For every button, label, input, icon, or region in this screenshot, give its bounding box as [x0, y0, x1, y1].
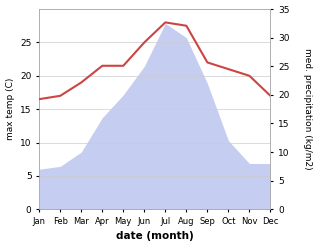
X-axis label: date (month): date (month) [116, 231, 194, 242]
Y-axis label: max temp (C): max temp (C) [5, 78, 15, 140]
Y-axis label: med. precipitation (kg/m2): med. precipitation (kg/m2) [303, 48, 313, 170]
